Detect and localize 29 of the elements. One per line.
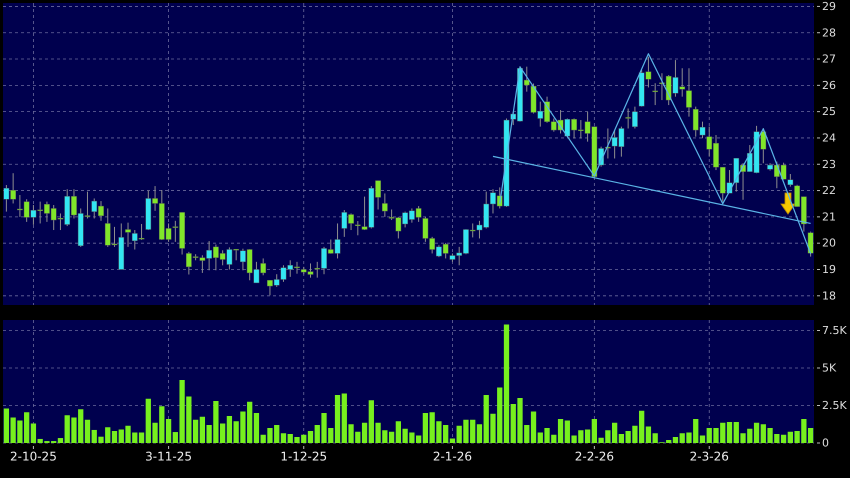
candlestick bbox=[125, 222, 131, 248]
x-tick-label: 2-10-25 bbox=[10, 450, 57, 464]
y-tick-label: 20 bbox=[822, 236, 836, 250]
y-tick-label: 26 bbox=[822, 78, 836, 92]
candlestick bbox=[354, 220, 361, 236]
y-tick-label: 5K bbox=[822, 362, 837, 375]
y-tick-label: 7.5K bbox=[822, 324, 848, 338]
candlestick bbox=[788, 173, 794, 188]
y-tick-label: 24 bbox=[822, 131, 836, 144]
x-tick-label: 2-3-26 bbox=[690, 450, 729, 464]
x-tick-label: 2-1-26 bbox=[432, 450, 472, 464]
y-tick-label: 22 bbox=[822, 184, 836, 198]
x-tick-label: 3-11-25 bbox=[145, 450, 192, 464]
y-tick-label: 23 bbox=[822, 158, 836, 171]
y-tick-label: 25 bbox=[822, 105, 836, 118]
y-tick-label: 27 bbox=[822, 52, 836, 66]
y-tick-label: 28 bbox=[822, 26, 836, 40]
candlestick bbox=[652, 82, 658, 106]
x-tick-label: 2-2-26 bbox=[574, 450, 614, 464]
candlestick bbox=[382, 192, 388, 218]
y-tick-label: 29 bbox=[822, 0, 836, 13]
candlestick bbox=[808, 231, 814, 258]
y-tick-label: 2.5K bbox=[822, 399, 848, 412]
y-tick-label: 0 bbox=[822, 436, 829, 450]
candlestick bbox=[686, 68, 692, 118]
y-tick-label: 19 bbox=[822, 263, 836, 276]
y-tick-label: 21 bbox=[822, 210, 836, 224]
y-tick-label: 18 bbox=[822, 289, 836, 302]
x-tick-label: 1-12-25 bbox=[280, 450, 328, 464]
